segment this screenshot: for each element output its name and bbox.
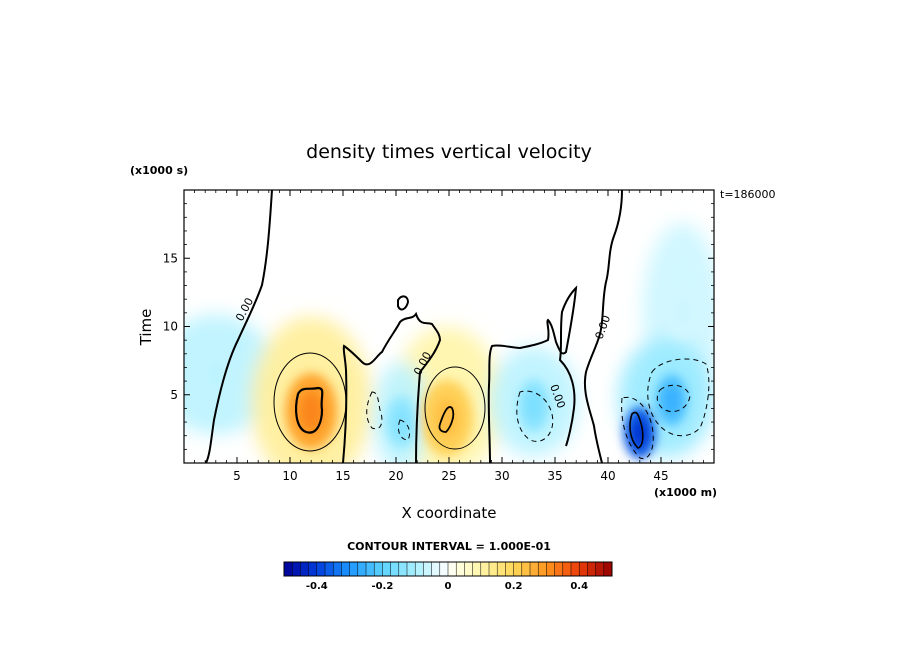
neg-contour-strong bbox=[629, 411, 644, 449]
zero-contour-right bbox=[584, 190, 623, 463]
colorbar-segment bbox=[497, 562, 506, 576]
colorbar-segment bbox=[538, 562, 547, 576]
time-stamp: t=186000 bbox=[720, 188, 776, 201]
x-tick-label: 15 bbox=[335, 469, 350, 483]
x-tick-label: 10 bbox=[282, 469, 297, 483]
colorbar-segment bbox=[431, 562, 441, 576]
colorbar-segment bbox=[357, 562, 367, 576]
plot-area: 0.00 0.00 0.00 0.00 bbox=[184, 190, 714, 463]
colorbar-segment bbox=[325, 562, 334, 576]
x-tick-label: 30 bbox=[494, 469, 509, 483]
y-tick-label: 15 bbox=[163, 251, 178, 265]
colorbar-tick-label: -0.2 bbox=[371, 581, 393, 592]
zero-contour-left bbox=[205, 190, 273, 463]
colorbar-segment bbox=[374, 562, 383, 576]
colorbar-segment bbox=[456, 562, 465, 576]
colorbar-segment bbox=[562, 562, 572, 576]
colorbar-segment bbox=[595, 562, 605, 576]
field-patch bbox=[393, 408, 410, 437]
field-patch bbox=[663, 386, 680, 415]
colorbar-segment bbox=[341, 562, 350, 576]
neg-contour-3 bbox=[516, 390, 554, 442]
colorbar-frame bbox=[283, 561, 613, 577]
colorbar-tick-label: 0 bbox=[445, 581, 452, 592]
field-patch bbox=[674, 298, 691, 327]
colorbar-segment bbox=[521, 562, 531, 576]
x-tick-label: 40 bbox=[600, 469, 615, 483]
contour-layer bbox=[205, 190, 710, 463]
colorbar-segment bbox=[554, 562, 564, 576]
colorbar-tick-label: -0.4 bbox=[306, 581, 328, 592]
x-tick-label: 20 bbox=[388, 469, 403, 483]
colorbar-segment bbox=[546, 562, 555, 576]
colorbar-segment bbox=[292, 562, 301, 576]
colorbar-segment bbox=[603, 562, 613, 576]
colorbar-segment bbox=[349, 562, 359, 576]
x-tick-label: 5 bbox=[233, 469, 241, 483]
colorbar-segment bbox=[448, 562, 457, 576]
colorbar-segment bbox=[480, 562, 490, 576]
field-patch bbox=[631, 418, 648, 447]
x-tick-label: 35 bbox=[547, 469, 562, 483]
colorbar-segment bbox=[415, 562, 424, 576]
field-patch bbox=[299, 391, 324, 432]
y-tick-label: 10 bbox=[163, 320, 178, 334]
neg-contour-4 bbox=[621, 396, 654, 460]
pos-contour-left-inner bbox=[295, 386, 324, 434]
colorbar-segment bbox=[407, 562, 416, 576]
pos-contour-center-inner bbox=[438, 406, 455, 433]
x-tick-label: 25 bbox=[441, 469, 456, 483]
x-tick-label: 45 bbox=[653, 469, 668, 483]
neg-contour-1 bbox=[366, 391, 383, 430]
y-unit-label: (x1000 s) bbox=[130, 164, 188, 177]
colorbar-segment bbox=[587, 562, 596, 576]
colorbar: -0.4 -0.2 0 0.2 0.4 bbox=[283, 561, 613, 592]
colorbar-segment bbox=[308, 562, 318, 576]
zero-contour-patch bbox=[397, 295, 410, 311]
contour-interval-text: CONTOUR INTERVAL = 1.000E-01 bbox=[347, 540, 551, 553]
colorbar-segment bbox=[333, 562, 342, 576]
colorbar-segment bbox=[300, 562, 309, 576]
zero-contour-mid-left bbox=[342, 311, 442, 463]
field-patch bbox=[207, 360, 224, 389]
colorbar-segment bbox=[398, 562, 408, 576]
field-patch bbox=[525, 391, 542, 420]
colorbar-segment bbox=[505, 562, 514, 576]
pos-contour-center-outer bbox=[424, 366, 486, 450]
colorbar-segment bbox=[366, 562, 375, 576]
colorbar-segment bbox=[316, 562, 326, 576]
colorbar-segment bbox=[423, 562, 432, 576]
colorbar-tick-label: 0.2 bbox=[505, 581, 523, 592]
field-wide-shading bbox=[184, 222, 714, 463]
colorbar-segment bbox=[464, 562, 473, 576]
neg-contour-5 bbox=[647, 358, 710, 437]
x-unit-label: (x1000 m) bbox=[654, 486, 717, 499]
x-axis-label: X coordinate bbox=[401, 504, 496, 522]
pos-contour-left-outer bbox=[273, 352, 347, 452]
y-tick-label: 5 bbox=[170, 388, 178, 402]
colorbar-segment bbox=[513, 562, 523, 576]
colorbar-segment bbox=[382, 562, 391, 576]
colorbar-segment bbox=[571, 562, 580, 576]
colorbar-segment bbox=[284, 562, 293, 576]
colorbar-segment bbox=[472, 562, 482, 576]
colorbar-segment bbox=[489, 562, 498, 576]
colorbar-segment bbox=[439, 562, 449, 576]
neg-contour-6 bbox=[656, 384, 691, 412]
colorbar-segment bbox=[530, 562, 539, 576]
chart-title: density times vertical velocity bbox=[306, 141, 592, 163]
y-axis-label: Time bbox=[137, 309, 155, 347]
zero-contour-center bbox=[487, 285, 578, 463]
colorbar-segment bbox=[390, 562, 400, 576]
colorbar-segment bbox=[579, 562, 588, 576]
colorbar-tick-label: 0.4 bbox=[570, 581, 588, 592]
axes: 5 10 15 20 25 30 35 40 45 5 10 15 bbox=[163, 190, 714, 483]
